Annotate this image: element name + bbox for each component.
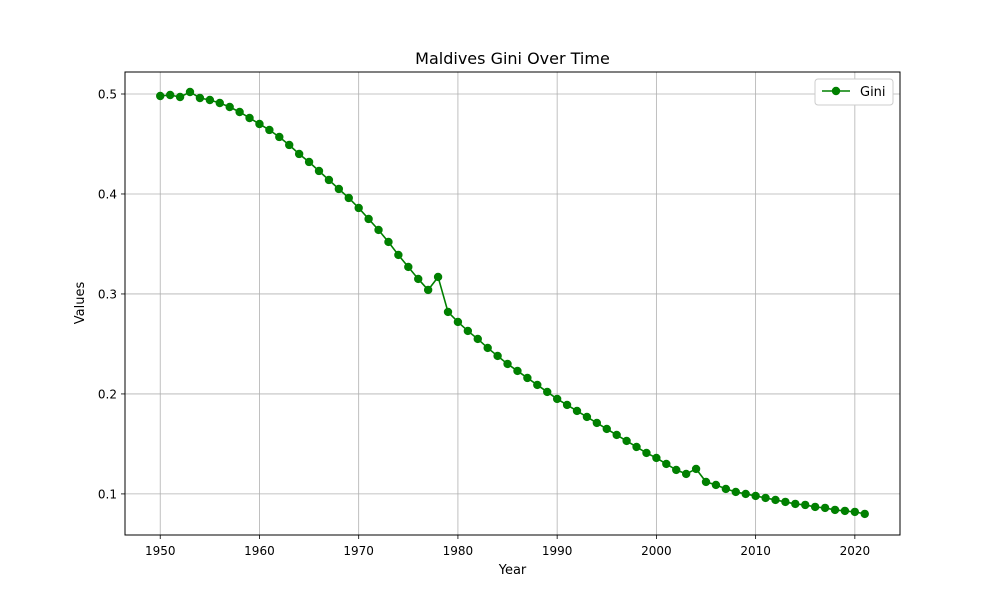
data-point [632,442,641,452]
data-point [761,493,770,503]
data-point [453,317,463,327]
data-point [751,491,760,501]
data-point [642,448,651,458]
data-point [672,465,681,475]
data-point [414,274,423,284]
data-point [820,503,830,513]
x-axis-label: Year [498,563,527,578]
data-point [711,480,721,490]
x-tick-label: 1970 [343,544,374,558]
data-point [344,193,353,203]
data-point [701,477,711,487]
data-point [810,502,820,512]
data-point [265,125,274,135]
data-point [681,469,691,479]
data-point [582,412,592,422]
data-point [195,93,205,103]
data-point [463,326,473,336]
data-point [314,166,324,176]
data-point [860,509,869,519]
data-point [850,507,860,517]
data-point [771,495,780,505]
data-point [165,90,175,100]
data-point [503,359,512,369]
x-axis-ticks: 1950 1960 1970 1980 1990 2000 2010 2020 [145,535,870,558]
data-point [374,225,383,235]
data-point [473,334,482,344]
y-tick-label: 0.2 [98,387,117,401]
x-tick-label: 2020 [840,544,871,558]
data-point [364,214,373,224]
legend-marker-swatch [831,86,841,96]
x-tick-label: 2000 [641,544,672,558]
data-point [205,95,215,105]
y-axis-label: Values [73,282,88,325]
plot-frame [124,71,901,536]
data-point [741,489,750,499]
y-tick-label: 0.1 [98,487,117,501]
y-tick-label: 0.4 [98,187,117,201]
series-layer [156,87,869,519]
data-point [721,484,731,494]
data-point [384,237,393,247]
data-point [791,499,800,509]
data-point [533,380,542,390]
data-point [225,102,234,112]
data-point [513,366,522,376]
data-point [275,132,284,142]
data-point [404,262,413,272]
chart-title: Maldives Gini Over Time [415,49,610,68]
y-axis-ticks: 0.1 0.2 0.3 0.4 0.5 [98,87,125,501]
data-point [840,506,850,516]
data-point [334,184,344,194]
data-point [423,285,433,295]
data-point [731,487,740,497]
data-point [592,418,602,428]
data-point [622,436,631,446]
data-point [781,497,790,507]
y-tick-label: 0.3 [98,287,117,301]
data-point [354,203,363,213]
data-point [433,272,443,282]
data-point [285,140,294,150]
data-point [662,459,671,469]
legend-label-gini: Gini [860,85,886,100]
data-point [324,175,334,185]
chart-legend: Gini [814,78,894,106]
data-point [255,119,264,129]
data-point [493,351,502,361]
data-point [652,453,661,463]
data-point [612,430,621,440]
legend-box [814,78,894,106]
y-tick-label: 0.5 [98,87,117,101]
x-tick-label: 1960 [244,544,275,558]
data-point [215,98,224,108]
data-point [443,307,453,317]
x-tick-label: 1990 [542,544,573,558]
data-point [185,87,195,97]
data-point [294,149,304,159]
data-point [523,373,532,383]
data-point [572,406,582,416]
data-point [602,424,611,434]
data-point [562,400,572,410]
data-point [394,250,403,260]
data-point [691,464,701,474]
data-point [245,113,254,123]
data-point [830,505,840,515]
data-point [235,107,244,117]
data-point [156,91,165,101]
data-point [801,500,810,510]
data-point [552,394,562,404]
x-tick-label: 2010 [740,544,771,558]
data-point [543,387,552,397]
grid-lines [125,72,900,535]
x-tick-label: 1980 [443,544,474,558]
x-tick-label: 1950 [145,544,176,558]
data-point [175,92,185,102]
data-point [483,343,492,353]
data-point [304,157,314,167]
